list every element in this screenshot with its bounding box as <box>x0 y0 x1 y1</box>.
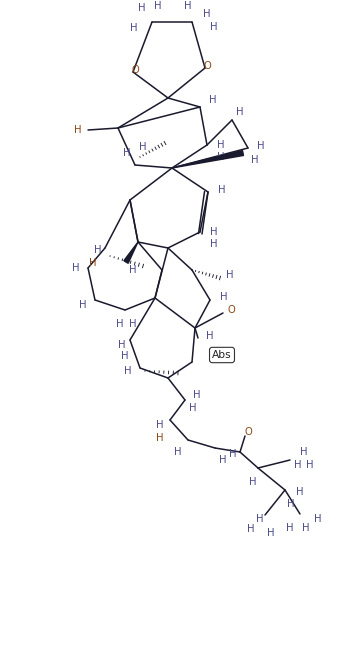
Text: H: H <box>174 447 182 457</box>
Text: H: H <box>300 447 308 457</box>
Polygon shape <box>172 151 244 168</box>
Text: H: H <box>156 420 164 430</box>
Text: H: H <box>89 258 97 268</box>
Text: H: H <box>154 1 162 11</box>
Text: H: H <box>306 460 314 470</box>
Text: H: H <box>139 142 147 152</box>
Text: H: H <box>184 1 192 11</box>
Text: H: H <box>203 9 211 19</box>
Text: H: H <box>189 403 197 413</box>
Text: H: H <box>193 390 201 400</box>
Text: H: H <box>130 23 138 33</box>
Text: H: H <box>257 141 265 151</box>
Text: H: H <box>123 148 131 158</box>
Text: H: H <box>302 523 310 533</box>
Text: H: H <box>116 319 124 329</box>
Text: H: H <box>124 366 132 376</box>
Text: H: H <box>74 125 82 135</box>
Text: O: O <box>203 61 211 71</box>
Text: H: H <box>129 265 137 275</box>
Text: H: H <box>218 185 226 195</box>
Text: H: H <box>217 152 225 162</box>
Text: H: H <box>79 300 87 310</box>
Text: H: H <box>210 22 218 32</box>
Text: H: H <box>229 449 237 459</box>
Text: H: H <box>256 514 264 524</box>
Text: H: H <box>219 455 227 465</box>
Text: H: H <box>251 155 259 165</box>
Text: H: H <box>121 351 129 361</box>
Text: H: H <box>209 95 217 105</box>
Text: H: H <box>226 270 234 280</box>
Text: H: H <box>286 523 294 533</box>
Text: H: H <box>129 319 137 329</box>
Polygon shape <box>124 242 138 264</box>
Text: H: H <box>236 107 244 117</box>
Text: O: O <box>244 427 252 437</box>
Text: H: H <box>118 340 126 350</box>
Text: H: H <box>94 245 102 255</box>
Text: H: H <box>217 140 225 150</box>
Text: Abs: Abs <box>212 350 232 360</box>
Text: H: H <box>138 3 146 13</box>
Text: O: O <box>227 305 235 315</box>
Text: H: H <box>249 477 257 487</box>
Text: H: H <box>267 528 275 538</box>
Text: H: H <box>210 239 218 249</box>
Text: O: O <box>131 65 139 75</box>
Text: H: H <box>296 487 304 497</box>
Text: H: H <box>220 292 228 302</box>
Text: H: H <box>72 263 80 273</box>
Text: H: H <box>247 524 255 534</box>
Text: H: H <box>156 433 164 443</box>
Text: H: H <box>294 460 302 470</box>
Text: H: H <box>210 227 218 237</box>
Text: H: H <box>314 514 322 524</box>
Text: H: H <box>287 499 295 509</box>
Text: H: H <box>206 331 214 341</box>
